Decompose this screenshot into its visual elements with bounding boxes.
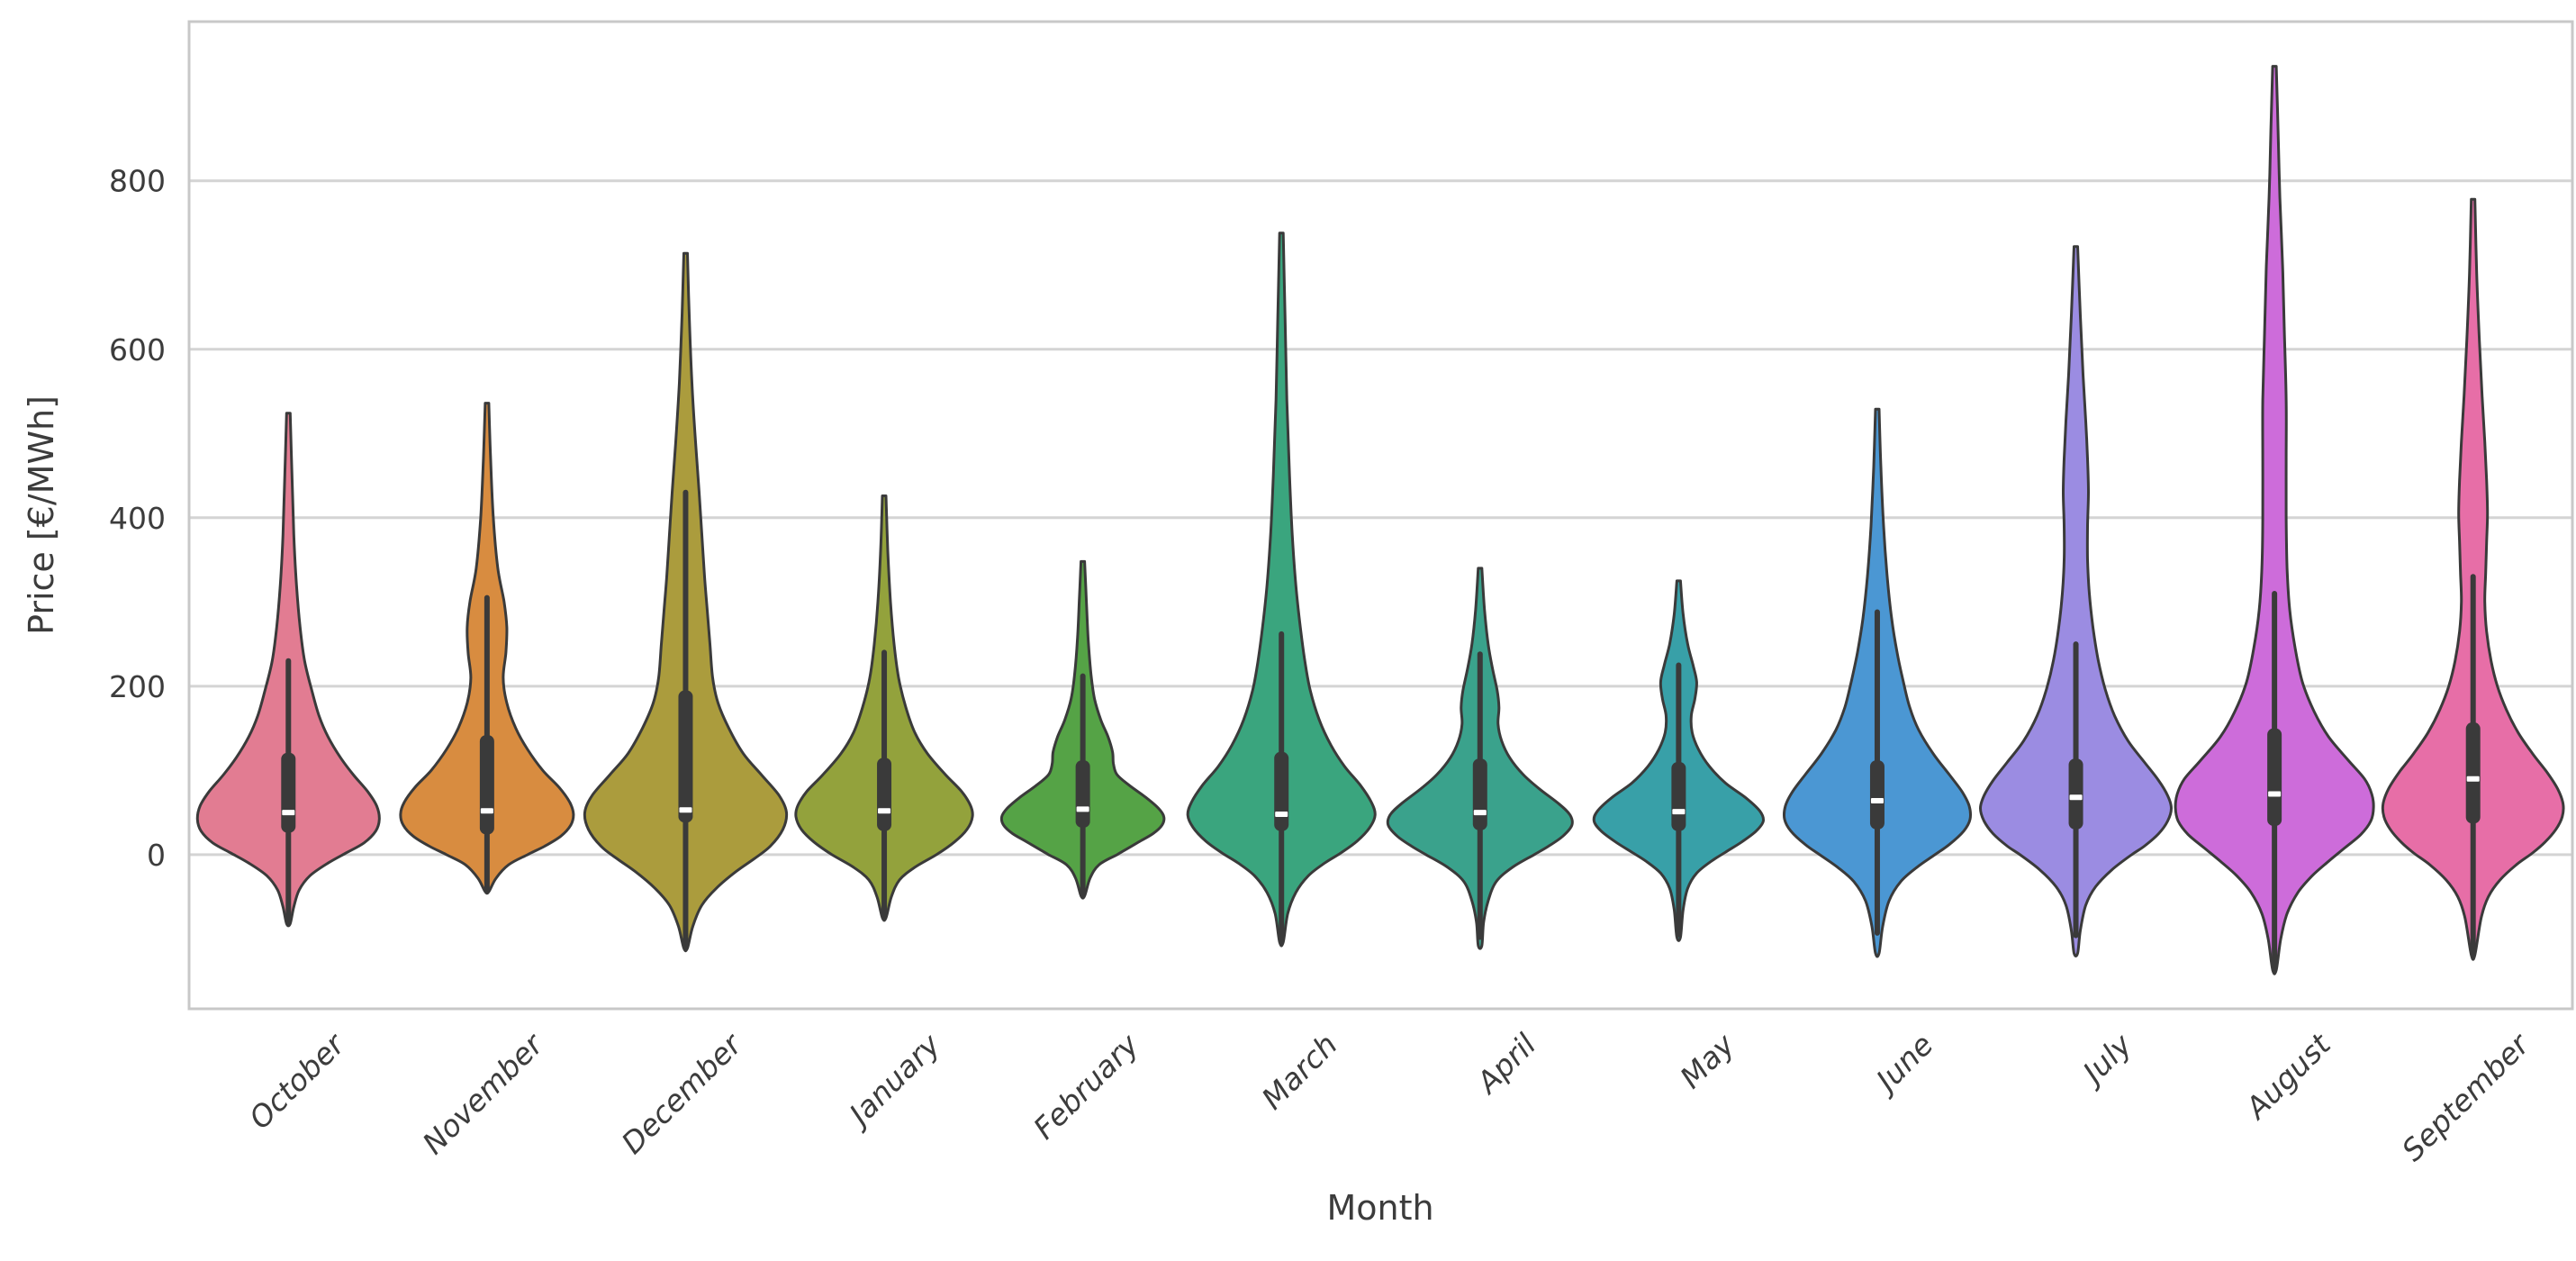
x-tick-label-september: September — [2395, 1025, 2537, 1167]
x-tick-label-january: January — [838, 1027, 947, 1136]
median-line-january — [878, 808, 891, 814]
y-tick-label-200: 200 — [109, 669, 166, 704]
x-tick-label-august: August — [2237, 1026, 2337, 1126]
violin-march — [1186, 231, 1377, 948]
iqr-box-january — [877, 758, 892, 831]
iqr-box-april — [1472, 758, 1487, 830]
x-tick-label-december: December — [615, 1025, 750, 1160]
median-line-march — [1275, 811, 1288, 817]
median-line-july — [2069, 794, 2083, 801]
iqr-box-september — [2465, 722, 2481, 824]
x-tick-label-march: March — [1255, 1027, 1344, 1116]
median-line-october — [282, 810, 295, 816]
violin-august — [2174, 65, 2375, 975]
x-tick-label-june: June — [1866, 1027, 1940, 1102]
iqr-box-may — [1671, 762, 1686, 831]
iqr-box-december — [678, 690, 693, 823]
median-line-september — [2466, 776, 2480, 782]
median-line-august — [2268, 791, 2282, 797]
iqr-box-july — [2068, 758, 2083, 830]
x-tick-label-may: May — [1673, 1027, 1741, 1095]
median-line-december — [679, 807, 692, 813]
iqr-box-august — [2267, 728, 2282, 827]
y-tick-label-0: 0 — [147, 838, 166, 873]
plot-frame — [187, 20, 2574, 1011]
y-axis-label: Price [€/MWh] — [22, 395, 61, 635]
iqr-box-october — [281, 752, 296, 833]
median-line-april — [1473, 810, 1487, 816]
y-tick-label-600: 600 — [109, 332, 166, 367]
y-tick-label-800: 800 — [109, 164, 166, 199]
median-line-november — [480, 808, 493, 814]
iqr-box-november — [479, 735, 494, 835]
violin-july — [1979, 245, 2173, 957]
iqr-box-february — [1075, 760, 1090, 828]
x-tick-label-july: July — [2072, 1027, 2138, 1093]
median-line-may — [1672, 809, 1686, 815]
iqr-box-march — [1274, 751, 1289, 831]
x-axis-label: Month — [1326, 1188, 1434, 1228]
iqr-box-june — [1869, 760, 1885, 830]
median-line-june — [1870, 798, 1884, 804]
x-tick-label-november: November — [416, 1025, 552, 1161]
x-tick-label-october: October — [242, 1025, 353, 1136]
y-tick-label-400: 400 — [109, 501, 166, 536]
x-tick-label-february: February — [1026, 1027, 1146, 1147]
x-tick-label-april: April — [1469, 1027, 1542, 1101]
median-line-february — [1076, 806, 1089, 812]
